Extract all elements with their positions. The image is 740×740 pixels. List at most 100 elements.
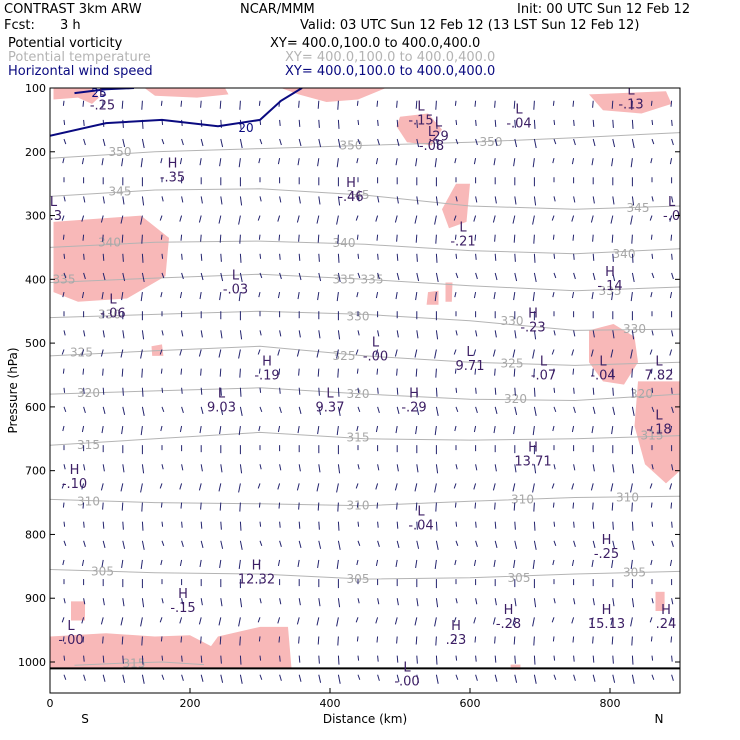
- north-label: N: [655, 712, 664, 726]
- theta-label: 310: [511, 492, 534, 506]
- pv-extremum-value: -.00: [363, 349, 388, 364]
- wind-vector: [296, 483, 300, 491]
- wind-vector: [533, 502, 535, 512]
- wind-vector: [239, 540, 243, 550]
- wind-vector: [238, 483, 241, 493]
- theta-label: 325: [70, 346, 93, 360]
- wind-vector: [159, 483, 163, 489]
- wind-vector: [317, 559, 320, 569]
- wind-vector: [63, 674, 67, 680]
- wind-vector: [572, 100, 575, 107]
- wind-vector: [396, 368, 398, 376]
- wind-vector: [200, 253, 203, 261]
- wind-vector: [336, 425, 339, 436]
- wind-vector: [239, 368, 241, 378]
- theta-label: 320: [630, 387, 653, 401]
- wind-vector: [180, 100, 183, 107]
- wind-vector: [435, 138, 439, 149]
- wind-vector: [239, 196, 243, 206]
- pv-fill-layer: [50, 88, 680, 670]
- wind-vector: [298, 234, 300, 242]
- wind-vector: [357, 196, 360, 202]
- wind-vector: [514, 119, 516, 128]
- wind-vector: [514, 655, 516, 664]
- wind-vector: [454, 502, 457, 508]
- wind-vector: [141, 636, 143, 646]
- wind-vector: [318, 253, 320, 262]
- wind-vector: [220, 196, 223, 205]
- wind-vector: [101, 425, 104, 434]
- wind-vector: [455, 674, 459, 680]
- wind-vector: [514, 674, 518, 683]
- wind-vector: [81, 559, 85, 567]
- pv-extremum-marker: H: [504, 603, 514, 618]
- wind-vector: [218, 483, 222, 492]
- wind-vector: [83, 119, 85, 126]
- wind-vector: [416, 598, 419, 607]
- wind-vector: [435, 521, 438, 531]
- wind-vector: [63, 387, 66, 393]
- wind-vector: [376, 100, 379, 107]
- wind-vector: [239, 464, 243, 474]
- wind-vector: [121, 158, 124, 167]
- wind-vector: [475, 540, 478, 547]
- wind-vector: [590, 483, 594, 491]
- wind-vector: [298, 521, 301, 529]
- wind-vector: [356, 100, 359, 106]
- wind-vector: [630, 425, 633, 436]
- wind-vector: [239, 138, 243, 149]
- wind-vector: [592, 253, 595, 261]
- pv-region: [442, 183, 470, 229]
- wind-vector: [83, 521, 85, 528]
- wind-vector: [474, 234, 477, 241]
- wind-vector: [671, 655, 673, 662]
- wind-vector: [63, 406, 67, 413]
- wind-vector: [62, 502, 65, 508]
- wind-vector: [631, 234, 633, 244]
- wind-vector: [318, 674, 322, 683]
- wind-vector: [572, 234, 575, 241]
- wind-vector: [590, 349, 594, 357]
- wind-vector: [219, 368, 222, 377]
- wind-vector: [81, 349, 85, 356]
- wind-vector: [279, 119, 281, 126]
- wind-vector: [670, 100, 673, 107]
- wind-vector: [179, 483, 183, 490]
- wind-vector: [159, 215, 163, 221]
- wind-vector: [220, 521, 222, 530]
- wind-label: 20: [238, 121, 253, 135]
- wind-vector: [475, 272, 478, 280]
- wind-vector: [514, 406, 518, 415]
- wind-vector: [435, 272, 439, 283]
- wind-vector: [141, 655, 144, 665]
- pv-extremum-marker: H: [528, 441, 538, 456]
- wind-vector: [101, 292, 104, 300]
- wind-vector: [514, 272, 518, 282]
- wind-vector: [316, 617, 320, 626]
- wind-vector: [671, 387, 673, 394]
- pv-extremum-marker: L: [459, 221, 467, 236]
- wind-vector: [220, 138, 224, 148]
- wind-vector: [473, 291, 477, 299]
- wind-vector: [100, 617, 104, 625]
- wind-vector: [102, 598, 105, 606]
- wind-vector: [671, 253, 673, 260]
- wind-vector: [219, 234, 222, 243]
- wind-vector: [553, 655, 556, 661]
- wind-vector: [161, 674, 165, 680]
- wind-vector: [337, 100, 339, 110]
- wind-vector: [120, 483, 124, 492]
- wind-vector: [259, 464, 262, 470]
- wind-vector: [297, 158, 300, 166]
- wind-vector: [573, 387, 575, 394]
- wind-vector: [377, 138, 380, 146]
- wind-vector: [298, 368, 300, 376]
- pv-extremum-value: .24: [656, 617, 677, 632]
- wind-vector: [181, 674, 184, 681]
- wind-vector: [277, 483, 281, 490]
- wind-vector: [298, 540, 302, 548]
- wind-vector: [61, 215, 65, 221]
- wind-vector: [377, 119, 379, 126]
- wind-vector: [475, 521, 477, 528]
